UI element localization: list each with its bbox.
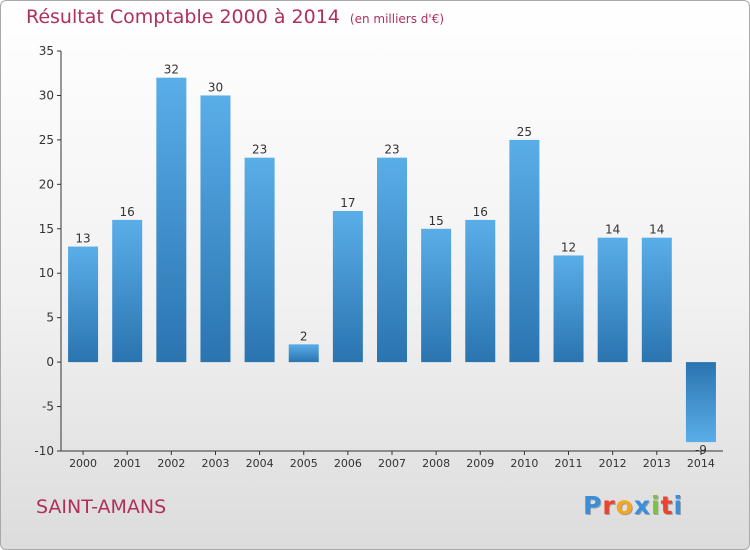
bar [509,139,540,363]
y-tick-label: 25 [39,133,54,147]
x-tick-label: 2010 [510,457,538,470]
title-main: Résultat Comptable 2000 à 2014 [26,6,340,28]
bar [465,219,496,363]
bar [332,211,363,363]
logo-letter: P [583,491,603,520]
bar [641,237,672,363]
y-tick-label: 5 [46,311,54,325]
x-tick-label: 2014 [687,457,715,470]
data-label: 14 [605,223,620,237]
data-label: 32 [164,63,179,77]
title-unit: (en milliers d'€) [349,12,445,26]
y-tick-label: 30 [39,88,54,102]
x-tick-label: 2012 [599,457,627,470]
bar [597,237,628,363]
y-tick-label: -10 [34,444,54,458]
data-label: 23 [384,143,399,157]
data-label: 23 [252,143,267,157]
x-tick-label: 2013 [643,457,671,470]
data-label: 30 [208,80,223,94]
proxiti-logo[interactable]: Proxiti [583,491,683,520]
data-label: 12 [561,240,576,254]
x-tick-label: 2000 [69,457,97,470]
x-tick-label: 2002 [157,457,185,470]
bar [288,344,319,363]
y-tick-label: 0 [46,355,54,369]
y-tick-label: 35 [39,44,54,58]
x-tick-label: 2006 [334,457,362,470]
x-tick-label: 2007 [378,457,406,470]
data-label: 17 [340,196,355,210]
logo-letter: i [651,491,661,520]
x-tick-label: 2004 [246,457,274,470]
bar [200,95,231,363]
axes: -10 -5 0 5 10 15 20 25 30 35 2000 2001 2002 2003 2004 2… [34,44,723,470]
chart-title: Résultat Comptable 2000 à 2014 (en millie… [26,6,444,28]
data-label: 13 [75,232,90,246]
data-label: 15 [428,214,443,228]
x-tick-label: 2011 [555,457,583,470]
logo-letter: i [673,491,684,520]
bar [377,157,407,363]
y-tick-label: -5 [42,400,54,414]
logo-letter: t [660,491,674,520]
bar [244,157,275,363]
logo-letter: x [633,491,651,520]
bar [68,246,99,363]
data-label: 25 [517,125,532,139]
x-tick-label: 2001 [113,457,141,470]
data-label: 2 [300,329,308,343]
y-tick-label: 15 [39,222,54,236]
data-label: 14 [649,223,664,237]
x-tick-label: 2003 [201,457,229,470]
data-labels: 13 16 32 30 23 2 17 23 15 16 25 12 14 14 -9 [75,63,706,457]
bar [685,362,716,443]
data-label: -9 [695,443,707,457]
x-tick-label: 2008 [422,457,450,470]
bar [553,255,584,363]
y-tick-label: 20 [39,177,54,191]
bar [112,219,143,363]
x-tick-label: 2009 [466,457,494,470]
bar [421,228,452,363]
x-tick-label: 2005 [290,457,318,470]
logo-letter: o [615,491,634,520]
data-label: 16 [120,205,135,219]
bar [156,77,187,363]
commune-name: SAINT-AMANS [36,496,167,518]
logo-letter: r [602,491,616,520]
data-label: 16 [473,205,488,219]
y-tick-label: 10 [39,266,54,280]
bars [68,77,716,443]
